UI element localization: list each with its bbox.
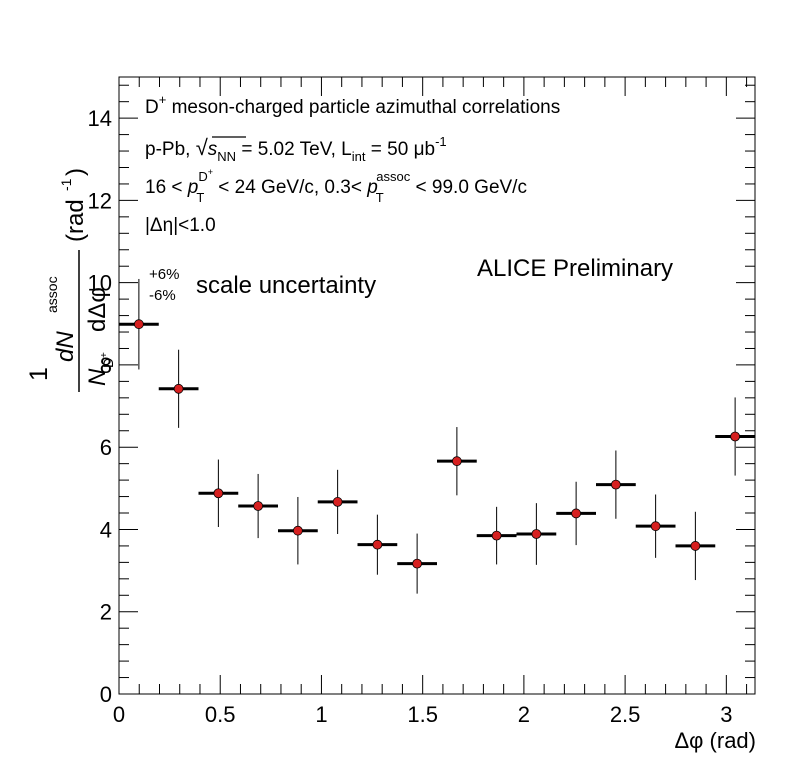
data-marker — [730, 431, 741, 442]
alice-preliminary-label: ALICE Preliminary — [477, 255, 673, 282]
data-marker — [451, 456, 462, 467]
data-marker — [253, 501, 264, 511]
data-point — [715, 397, 755, 476]
annotation-line-2: p-Pb, √sNN = 5.02 TeV, Lint = 50 μb-1 — [145, 134, 447, 164]
data-marker — [571, 508, 582, 519]
y-tick-label: 8 — [100, 353, 112, 378]
svg-text:dN: dN — [52, 331, 79, 362]
data-marker — [650, 521, 661, 532]
data-marker — [133, 319, 144, 330]
data-point — [158, 349, 199, 428]
data-marker — [292, 525, 303, 536]
axis-ticks — [118, 77, 755, 695]
data-point — [278, 496, 318, 565]
y-tick-label: 0 — [100, 682, 112, 707]
x-tick-label: 2 — [518, 702, 530, 727]
svg-text:dΔφ: dΔφ — [84, 287, 111, 332]
data-point — [635, 494, 676, 558]
data-point — [476, 506, 517, 565]
svg-text:N: N — [84, 368, 111, 386]
y-tick-label: 2 — [100, 600, 112, 625]
x-tick-label: 1.5 — [407, 702, 438, 727]
svg-text:+: + — [99, 352, 110, 358]
svg-text:(rad: (rad — [62, 199, 89, 242]
data-marker — [610, 479, 621, 490]
data-marker — [690, 541, 701, 551]
data-marker — [491, 530, 502, 541]
y-tick-label: 14 — [88, 106, 112, 131]
data-point — [357, 514, 398, 575]
data-point — [238, 473, 278, 539]
tick-labels: 0 0.5 1 1.5 2 2.5 3 0 2 4 6 8 10 12 14 — [88, 106, 733, 727]
annotation-line-1: D+ meson-charged particle azimuthal corr… — [145, 92, 560, 118]
data-marker — [173, 383, 184, 394]
x-tick-label: 0 — [113, 702, 125, 727]
svg-text:D: D — [100, 358, 116, 368]
scale-unc-minus: -6% — [149, 287, 176, 304]
svg-text:1: 1 — [25, 367, 53, 381]
x-tick-label: 2.5 — [610, 702, 641, 727]
annotation-line-3: 16 < pTD+ < 24 GeV/c, 0.3< pTassoc < 99.… — [145, 167, 527, 205]
data-point — [437, 427, 477, 496]
y-tick-label: 4 — [100, 517, 112, 542]
svg-text:assoc: assoc — [44, 276, 60, 313]
data-marker — [531, 529, 542, 539]
x-axis-label: Δφ (rad) — [674, 728, 756, 753]
data-marker — [412, 558, 423, 569]
plot-frame — [118, 76, 756, 695]
data-marker — [213, 488, 224, 499]
x-tick-label: 0.5 — [205, 702, 236, 727]
data-point — [675, 511, 716, 581]
x-tick-label: 3 — [720, 702, 732, 727]
scale-unc-label: scale uncertainty — [196, 272, 376, 299]
y-tick-label: 10 — [88, 271, 112, 296]
data-point — [556, 481, 596, 546]
svg-text:): ) — [62, 168, 89, 176]
data-point — [198, 459, 239, 527]
y-tick-label: 6 — [100, 435, 112, 460]
svg-text:-1: -1 — [58, 178, 74, 191]
data-point — [119, 278, 159, 370]
scale-unc-plus: +6% — [149, 266, 179, 283]
x-tick-label: 1 — [315, 702, 327, 727]
data-points — [119, 278, 755, 594]
y-axis-label: 1 dN assoc N D + dΔφ (rad -1 ) — [25, 168, 116, 392]
data-point — [596, 450, 636, 519]
data-marker — [332, 497, 343, 507]
y-tick-label: 12 — [88, 188, 112, 213]
data-point — [397, 533, 437, 594]
annotation-line-4: |Δη|<1.0 — [145, 215, 216, 236]
data-point — [317, 469, 358, 534]
data-marker — [372, 539, 383, 550]
data-point — [516, 503, 557, 565]
